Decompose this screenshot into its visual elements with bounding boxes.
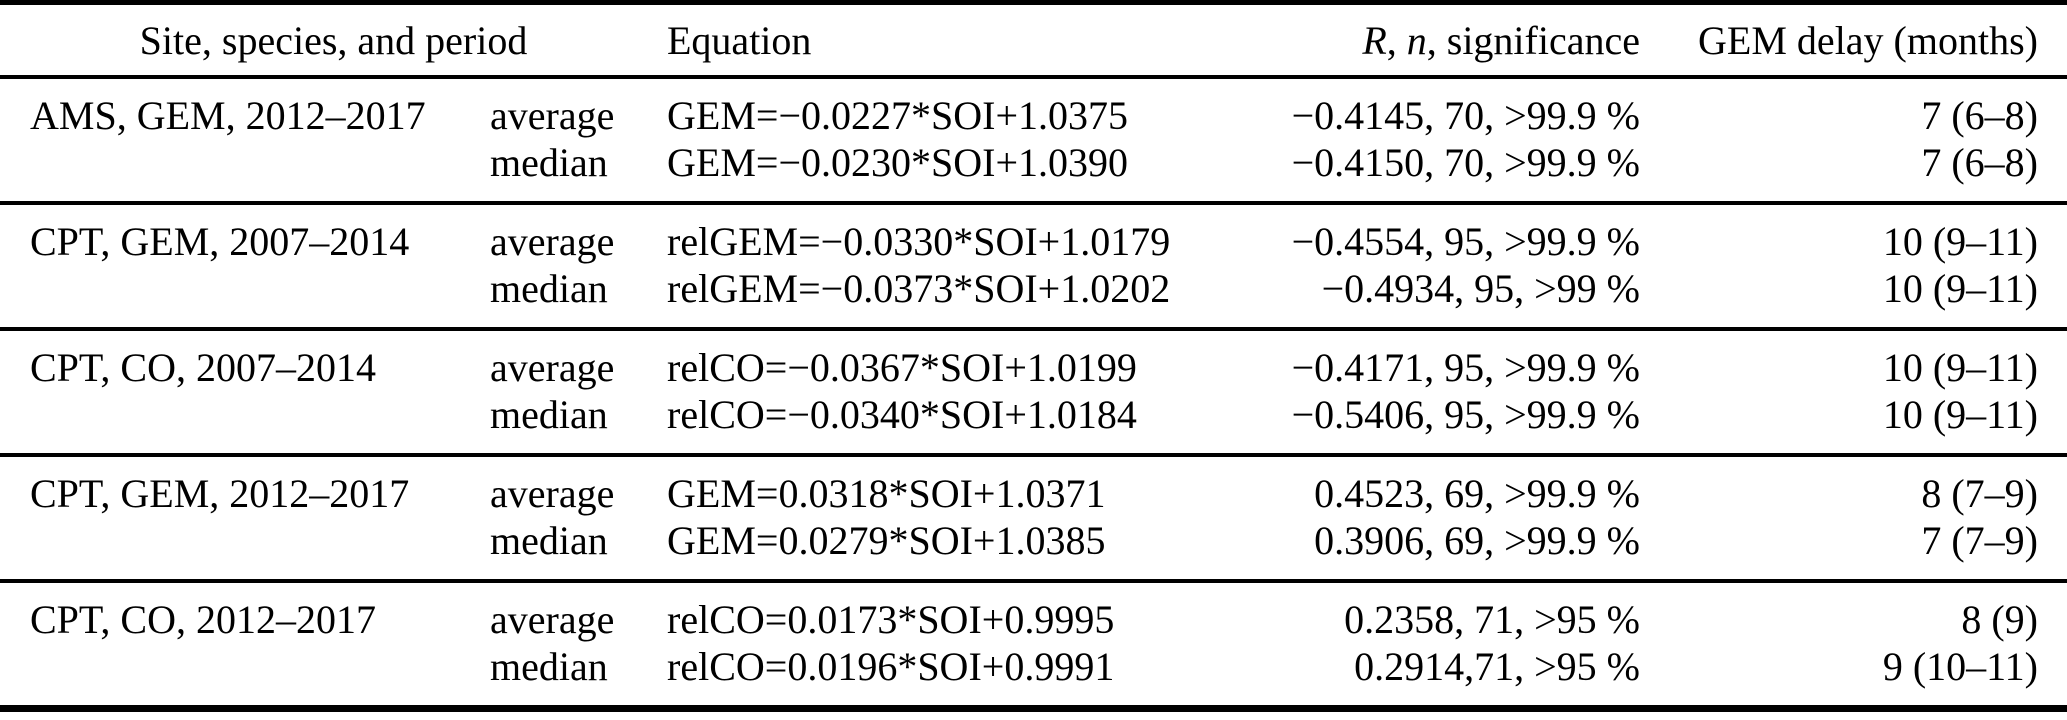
delay-cell: 8 (9) xyxy=(1640,579,2067,643)
equation-cell: relCO=−0.0367*SOI+1.0199 xyxy=(667,327,1180,391)
stat-cell: average xyxy=(490,93,615,138)
header-n-italic: n xyxy=(1406,17,1427,63)
equation-cell: relGEM=−0.0373*SOI+1.0202 xyxy=(667,266,1171,311)
delay-cell: 10 (9–11) xyxy=(1882,266,2038,311)
header-r-n-significance: R, n, significance xyxy=(1180,2,1640,79)
delay-cell: 10 (9–11) xyxy=(1882,392,2038,437)
r-n-significance-cell: −0.4934, 95, >99 % xyxy=(1321,266,1640,311)
site-cell: CPT, CO, 2007–2014 xyxy=(0,327,490,455)
table-row: median GEM=0.0279*SOI+1.0385 0.3906, 69, >… xyxy=(0,517,2067,581)
header-row: Site, species, and period Equation R, n,… xyxy=(0,2,2067,79)
equation-cell: GEM=0.0279*SOI+1.0385 xyxy=(667,518,1106,563)
table-row: median relCO=−0.0340*SOI+1.0184 −0.5406, 9… xyxy=(0,391,2067,455)
r-n-significance-cell: −0.4150, 70, >99.9 % xyxy=(1291,140,1640,185)
delay-cell: 7 (7–9) xyxy=(1921,518,2038,563)
delay-cell: 10 (9–11) xyxy=(1640,201,2067,265)
stat-cell: average xyxy=(490,453,667,517)
table-row: CPT, CO, 2012–2017 average relCO=0.0173*SO… xyxy=(0,579,2067,709)
equation-cell: relGEM=−0.0330*SOI+1.0179 xyxy=(667,201,1180,265)
r-n-significance-cell: −0.5406, 95, >99.9 % xyxy=(1291,392,1640,437)
equation-cell: GEM=−0.0230*SOI+1.0390 xyxy=(667,140,1129,185)
r-n-significance-cell: 0.3906, 69, >99.9 % xyxy=(1314,518,1640,563)
site-cell: CPT, GEM, 2012–2017 xyxy=(0,453,490,581)
header-sep-2: , xyxy=(1426,17,1447,63)
r-n-significance-cell: 0.4523, 69, >99.9 % xyxy=(1180,453,1640,517)
equation-cell: GEM=−0.0227*SOI+1.0375 xyxy=(667,93,1129,138)
header-equation: Equation xyxy=(667,2,1180,79)
table-row: median GEM=−0.0230*SOI+1.0390 −0.4150, 70,… xyxy=(0,139,2067,203)
delay-cell: 7 (6–8) xyxy=(1921,93,2038,138)
site-cell: CPT, CO, 2012–2017 xyxy=(0,579,490,709)
equation-cell: relCO=0.0196*SOI+0.9991 xyxy=(667,644,1115,689)
stat-cell: median xyxy=(490,266,608,311)
r-n-significance-cell: −0.4554, 95, >99.9 % xyxy=(1180,201,1640,265)
stat-cell: median xyxy=(490,644,608,689)
site-cell: CPT, GEM, 2007–2014 xyxy=(0,201,490,329)
stat-cell: median xyxy=(490,140,608,185)
delay-cell: 8 (7–9) xyxy=(1640,453,2067,517)
table-row: AMS, GEM, 2012–2017 average GEM=−0.0227*SO… xyxy=(0,77,2067,139)
r-n-significance-cell: −0.4171, 95, >99.9 % xyxy=(1180,327,1640,391)
table-body: AMS, GEM, 2012–2017 average GEM=−0.0227*SO… xyxy=(0,77,2067,709)
site-cell: AMS, GEM, 2012–2017 xyxy=(30,93,426,138)
table-row: CPT, CO, 2007–2014 average relCO=−0.0367*S… xyxy=(0,327,2067,455)
table-row: CPT, GEM, 2007–2014 average relGEM=−0.0330… xyxy=(0,201,2067,329)
stat-cell: average xyxy=(490,201,667,265)
delay-cell: 10 (9–11) xyxy=(1640,327,2067,391)
header-r-italic: R xyxy=(1362,17,1387,63)
stat-cell: median xyxy=(490,518,608,563)
header-site-species-period: Site, species, and period xyxy=(0,2,667,79)
table-row: CPT, GEM, 2012–2017 average GEM=0.0318*SOI… xyxy=(0,453,2067,581)
table-row: median relCO=0.0196*SOI+0.9991 0.2914,71, … xyxy=(0,643,2067,709)
delay-cell: 7 (6–8) xyxy=(1921,140,2038,185)
stat-cell: median xyxy=(490,392,608,437)
header-sep-1: , xyxy=(1386,17,1407,63)
equation-cell: relCO=−0.0340*SOI+1.0184 xyxy=(667,392,1137,437)
r-n-significance-cell: −0.4145, 70, >99.9 % xyxy=(1291,93,1640,138)
header-significance: significance xyxy=(1446,17,1640,63)
stat-cell: average xyxy=(490,579,667,643)
r-n-significance-cell: 0.2914,71, >95 % xyxy=(1354,644,1640,689)
equation-cell: GEM=0.0318*SOI+1.0371 xyxy=(667,453,1180,517)
header-gem-delay: GEM delay (months) xyxy=(1640,2,2067,79)
equation-cell: relCO=0.0173*SOI+0.9995 xyxy=(667,579,1180,643)
table-row: median relGEM=−0.0373*SOI+1.0202 −0.4934, … xyxy=(0,265,2067,329)
stat-cell: average xyxy=(490,327,667,391)
delay-cell: 9 (10–11) xyxy=(1882,644,2038,689)
r-n-significance-cell: 0.2358, 71, >95 % xyxy=(1180,579,1640,643)
